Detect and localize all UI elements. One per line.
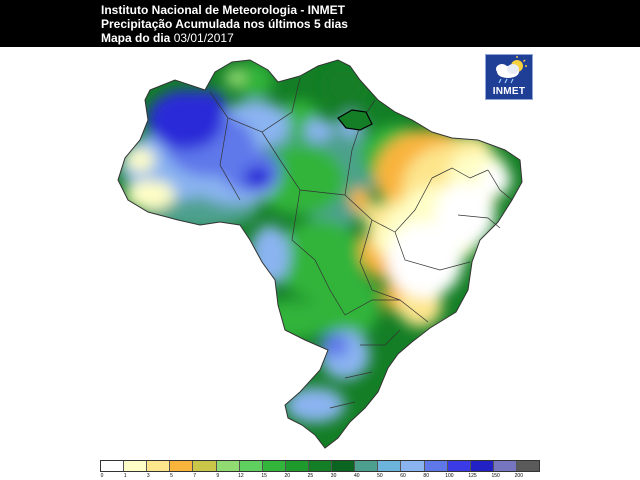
- legend-swatch: [216, 461, 240, 471]
- map-date-label: Mapa do dia: [101, 31, 171, 45]
- legend-swatch: [239, 461, 263, 471]
- legend-swatch: [170, 461, 194, 471]
- legend-swatch: [147, 461, 171, 471]
- map-title: Precipitação Acumulada nos últimos 5 dia…: [101, 17, 348, 31]
- map-date-value: 03/01/2017: [173, 31, 234, 45]
- legend-swatch: [516, 461, 540, 471]
- legend-tick-label: 5: [170, 473, 173, 479]
- brazil-precipitation-map: [117, 59, 523, 449]
- legend-tick-label: 30: [330, 473, 337, 479]
- legend-tick-label: 50: [377, 473, 383, 479]
- legend-tick-label: 125: [468, 473, 477, 479]
- legend-tick-label: 100: [445, 473, 454, 479]
- legend-swatch: [101, 461, 125, 471]
- legend-tick-label: 20: [284, 473, 291, 479]
- legend-swatch: [124, 461, 148, 471]
- legend-tick-label: 12: [238, 473, 244, 479]
- legend-swatch: [470, 461, 494, 471]
- legend-tick-label: 0: [100, 473, 104, 479]
- institute-title: Instituto Nacional de Meteorologia - INM…: [101, 3, 346, 17]
- legend-tick-label: 3: [146, 473, 150, 479]
- legend-swatch: [308, 461, 333, 471]
- legend-swatch: [355, 461, 379, 471]
- legend-tick-label: 60: [400, 473, 406, 479]
- legend-tick-label: 15: [261, 473, 267, 479]
- precipitation-fill: [118, 60, 522, 448]
- legend-tick-label: 1: [123, 473, 127, 479]
- legend-tick-label: 40: [353, 473, 360, 479]
- legend-swatch: [262, 461, 286, 471]
- sun-cloud-rain-icon: [496, 56, 527, 84]
- legend-swatch: [378, 461, 402, 471]
- legend-tick-label: 200: [514, 473, 523, 479]
- legend-tick-label: 25: [307, 473, 314, 479]
- legend-swatch: [424, 461, 448, 471]
- legend-swatch: [401, 461, 425, 471]
- legend-tick-label: 150: [491, 473, 500, 479]
- legend-swatch: [285, 461, 309, 471]
- legend-swatch: [193, 461, 217, 471]
- legend-tick-label: 9: [216, 473, 220, 479]
- legend-tick-labels: 0 1 3 5 7 9 12 15 20 25 30 40 50 60 80 100 125 150 200: [100, 473, 540, 480]
- legend-tick-label: 80: [423, 473, 429, 479]
- precipitation-map-area: [0, 47, 640, 455]
- inmet-logo-text: INMET: [492, 86, 526, 97]
- legend-swatch: [447, 461, 471, 471]
- state-borders: [117, 59, 523, 449]
- legend-swatch: [493, 461, 517, 471]
- precipitation-legend: [100, 460, 540, 472]
- map-date-line: Mapa do dia 03/01/2017: [101, 31, 234, 45]
- legend-swatch: [332, 461, 356, 471]
- legend-tick-label: 7: [193, 473, 197, 479]
- map-header: Instituto Nacional de Meteorologia - INM…: [0, 0, 640, 47]
- inmet-logo: INMET: [485, 54, 533, 100]
